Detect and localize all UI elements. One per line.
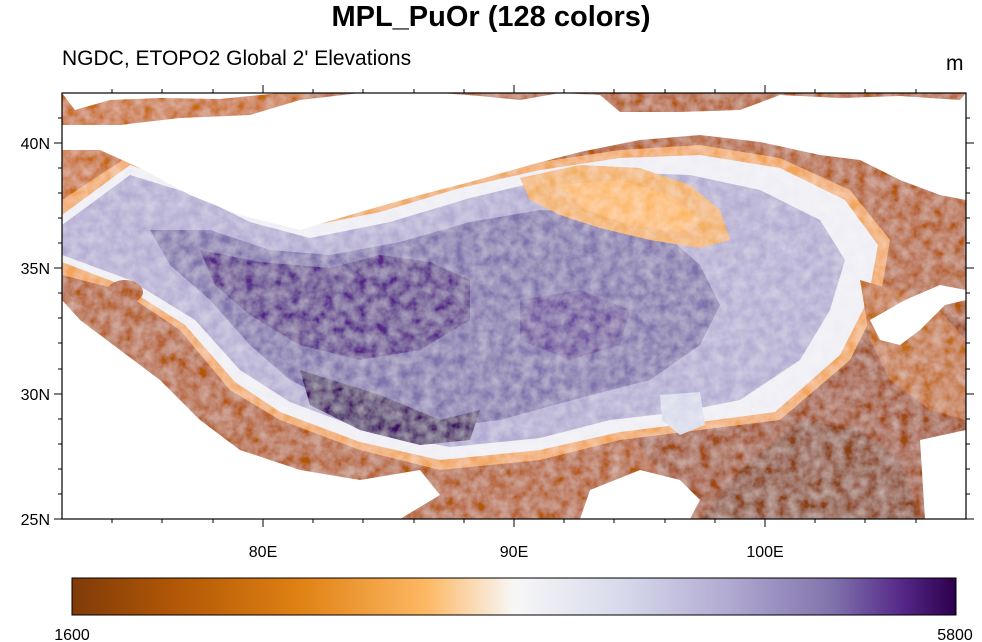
lat-label-30n: 30N — [21, 387, 50, 404]
lon-label-80e: 80E — [249, 544, 277, 561]
chart-title: MPL_PuOr (128 colors) — [331, 1, 651, 33]
chart-subtitle: NGDC, ETOPO2 Global 2' Elevations — [62, 47, 412, 70]
colorbar-max-label: 5800 — [937, 627, 973, 642]
lon-label-100e: 100E — [746, 544, 783, 561]
units-label: m — [946, 52, 964, 75]
lon-label-90e: 90E — [500, 544, 528, 561]
lat-label-25n: 25N — [21, 512, 50, 529]
elevation-field — [62, 93, 966, 519]
lon-ticks — [111, 85, 917, 527]
lat-label-35n: 35N — [21, 261, 50, 278]
lat-ticks — [54, 117, 974, 520]
colorbar — [71, 577, 957, 616]
colorbar-min-label: 1600 — [54, 627, 90, 642]
lat-label-40n: 40N — [21, 136, 50, 153]
